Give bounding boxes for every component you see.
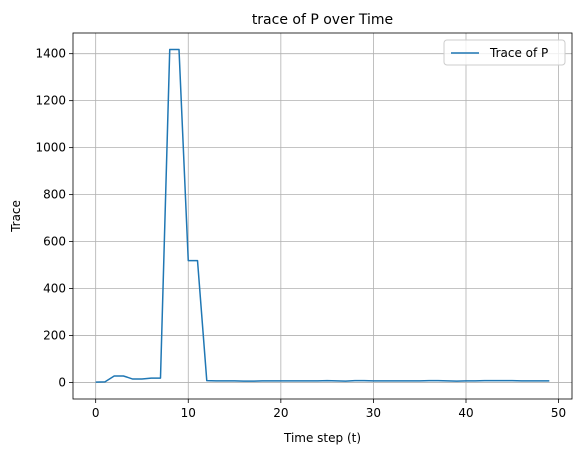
x-tick-label: 50 xyxy=(551,406,566,420)
ticks: 0 10 20 30 40 50 0 200 400 600 800 1000 1200 1400 xyxy=(35,47,566,420)
y-tick-label: 0 xyxy=(58,376,66,390)
legend: Trace of P xyxy=(443,39,566,66)
y-tick-label: 600 xyxy=(43,235,66,249)
y-tick-label: 800 xyxy=(43,188,66,202)
legend-box xyxy=(443,39,566,66)
x-tick-label: 0 xyxy=(92,406,100,420)
legend-label: Trace of P xyxy=(489,46,548,60)
x-tick-label: 20 xyxy=(273,406,288,420)
x-axis-label: Time step (t) xyxy=(283,431,361,445)
y-tick-label: 1200 xyxy=(35,94,66,108)
y-tick-label: 1000 xyxy=(35,141,66,155)
y-axis-label: Trace xyxy=(9,200,23,233)
y-tick-label: 400 xyxy=(43,282,66,296)
series-line xyxy=(95,48,550,383)
x-tick-label: 40 xyxy=(458,406,473,420)
x-tick-label: 30 xyxy=(366,406,381,420)
y-tick-label: 200 xyxy=(43,329,66,343)
chart-title: trace of P over Time xyxy=(252,12,393,28)
y-tick-label: 1400 xyxy=(35,47,66,61)
x-tick-label: 10 xyxy=(181,406,196,420)
series-layer xyxy=(95,48,550,383)
plot-frame xyxy=(72,32,573,400)
